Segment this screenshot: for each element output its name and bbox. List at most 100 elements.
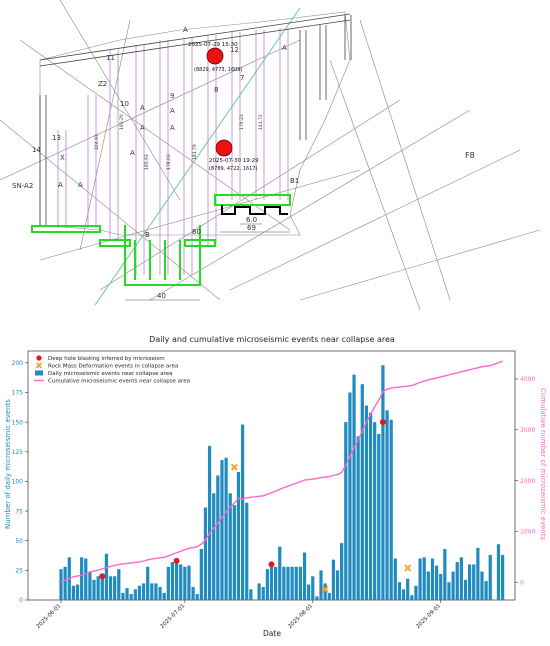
- legend-deformation-swatch: [35, 362, 43, 369]
- daily-bar: [401, 589, 406, 600]
- daily-bar: [212, 493, 216, 600]
- value-6: 179.23: [239, 114, 245, 130]
- y2-tick-label: 2000: [520, 478, 535, 485]
- daily-bar: [385, 410, 389, 600]
- x-tick-label: 2025-09-01: [415, 603, 442, 630]
- y-tick-label: 100: [12, 479, 24, 486]
- drive-lines: [57, 28, 289, 275]
- value-3: 195.93: [144, 154, 150, 170]
- daily-bar: [92, 579, 96, 600]
- daily-bar: [137, 585, 142, 600]
- daily-bar: [174, 558, 179, 600]
- daily-bar: [290, 566, 294, 600]
- chart-svg: Daily and cumulative microseismic events…: [4, 335, 547, 638]
- daily-bar: [125, 588, 129, 600]
- legend-bar-swatch: [35, 370, 43, 376]
- daily-bar: [340, 543, 344, 600]
- event-2-coords: (8789, 4722, 1617): [209, 166, 257, 172]
- event-2-date: 2025-07-30 19:29: [209, 158, 259, 164]
- label-14: 14: [32, 146, 41, 154]
- x-tick-label: 2025-06-01: [36, 603, 63, 630]
- daily-bar: [393, 558, 397, 600]
- daily-bar: [63, 566, 67, 600]
- daily-bar: [319, 570, 323, 600]
- y-tick-label: 0: [19, 597, 23, 604]
- cumulative-line: [60, 360, 503, 583]
- label-13: 13: [52, 134, 61, 142]
- label-a5: A: [140, 124, 145, 132]
- daily-bar: [71, 585, 76, 600]
- label-dim-69: 69: [247, 224, 256, 232]
- label-10: 10: [120, 100, 129, 108]
- daily-bar: [307, 584, 311, 600]
- daily-bar: [327, 592, 331, 600]
- daily-bar: [191, 586, 195, 600]
- y2-tick-label: 3000: [520, 427, 535, 434]
- daily-bar: [278, 546, 282, 600]
- label-b1: B1: [290, 177, 299, 185]
- daily-bar: [352, 374, 356, 600]
- y-tick-label: 75: [15, 508, 23, 515]
- daily-bar: [356, 436, 360, 600]
- daily-bar: [368, 412, 373, 600]
- blasting-marker: [173, 557, 180, 564]
- daily-bar: [364, 405, 369, 600]
- label-a2: A: [78, 181, 83, 189]
- daily-bar: [203, 507, 208, 600]
- label-9: 9: [170, 92, 174, 100]
- daily-bar: [389, 419, 393, 600]
- daily-bar: [360, 384, 364, 600]
- legend-label: Rock Mass Deformation events in collapse…: [48, 364, 178, 370]
- daily-bar: [488, 554, 492, 600]
- label-a3: A: [140, 104, 145, 112]
- label-b: B: [145, 231, 150, 239]
- green-diagonal-line: [94, 7, 301, 306]
- y-axis-label: Number of daily microseismic events: [4, 399, 12, 529]
- label-f8: F8: [465, 151, 475, 160]
- label-7: 7: [240, 74, 244, 82]
- daily-bar: [373, 422, 377, 600]
- y-tick-label: 150: [12, 419, 24, 426]
- daily-bar: [154, 583, 158, 600]
- value-7: 141.72: [258, 114, 264, 130]
- deformation-marker: [404, 564, 412, 572]
- daily-bar: [335, 570, 340, 600]
- legend-label: Daily microseismic events near collapse …: [48, 371, 172, 377]
- x-axis-label: Date: [263, 629, 281, 638]
- daily-bar: [484, 581, 488, 600]
- gray-drives: [39, 13, 352, 225]
- daily-bar: [129, 594, 133, 600]
- daily-bar: [480, 571, 484, 600]
- label-dim-60: 6.0: [246, 216, 257, 224]
- y2-tick-label: 4000: [520, 376, 535, 383]
- daily-bar: [108, 576, 113, 600]
- daily-bar: [344, 422, 348, 600]
- daily-bar: [294, 566, 298, 600]
- daily-bar: [426, 571, 430, 600]
- daily-bar: [274, 566, 278, 600]
- daily-bar: [455, 562, 459, 600]
- daily-bar: [84, 558, 88, 600]
- value-5: 181.79: [192, 144, 198, 160]
- daily-bar: [96, 576, 100, 600]
- daily-bar: [434, 565, 439, 600]
- daily-bar: [381, 365, 385, 600]
- event-1-date: 2025-07-29 15:30: [188, 42, 238, 48]
- blasting-marker: [268, 561, 275, 568]
- daily-bar: [451, 571, 455, 600]
- daily-bar: [113, 576, 117, 600]
- daily-bar: [472, 564, 476, 600]
- map-dimension-values: 104.93 191.29 195.93 178.03 181.79 179.2…: [94, 114, 264, 170]
- daily-bar: [418, 558, 422, 600]
- label-z2: Z2: [98, 80, 107, 88]
- map-labels: A A 12 10 9 8 7 13 14 11 Z2 SN-A2 F8 B1 …: [12, 26, 475, 300]
- daily-bar: [195, 594, 199, 600]
- daily-bar: [162, 592, 166, 600]
- blasting-marker: [379, 419, 386, 426]
- daily-bar: [282, 566, 286, 600]
- x-tick-label: 2025-07-01: [159, 603, 186, 630]
- daily-bar: [104, 553, 109, 600]
- daily-bar: [261, 586, 265, 600]
- daily-bar: [397, 582, 402, 600]
- y-tick-label: 200: [12, 360, 24, 367]
